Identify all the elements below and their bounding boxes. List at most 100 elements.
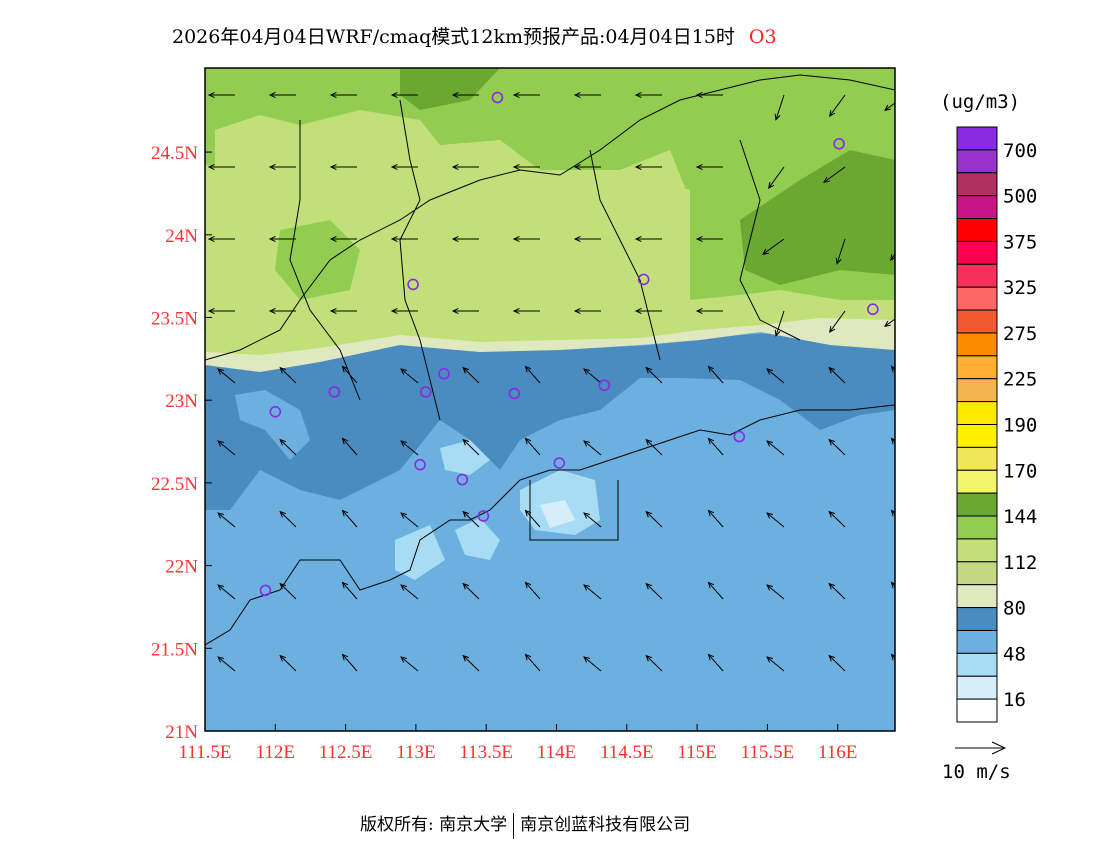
wind-arrow-head [890, 581, 895, 589]
wind-arrow [890, 253, 895, 261]
wind-arrow-shaft [823, 166, 846, 183]
colorbar-segment [956, 515, 998, 540]
wind-arrow [835, 238, 846, 265]
wind-arrow [774, 94, 785, 121]
wind-arrow-head [645, 510, 653, 518]
wind-arrow-head [695, 307, 703, 315]
wind-arrow-shaft [891, 510, 895, 516]
colorbar-segment [956, 492, 998, 517]
colorbar-segment [956, 218, 998, 242]
wind-arrow [766, 656, 785, 672]
x-tick-label: 112E [256, 742, 295, 763]
border [589, 149, 661, 361]
colorbar-segment [956, 286, 998, 311]
colorbar-label: 375 [1003, 231, 1037, 253]
wind-arrow-head [217, 440, 224, 447]
colorbar-label: 275 [1003, 323, 1037, 345]
wind-arrow [217, 512, 236, 528]
wind-arrow-shaft [279, 655, 297, 672]
wind-arrow-head [890, 254, 895, 261]
wind-arrow-head [823, 176, 830, 183]
wind-arrow [390, 91, 418, 99]
title-text: 2026年04月04日WRF/cmaq模式12km预报产品:04月04日15时 [172, 26, 735, 48]
wind-arrow-head [341, 653, 349, 661]
station-marker [553, 457, 566, 469]
wind-arrow-shaft [583, 584, 602, 600]
station-marker [269, 405, 282, 418]
wind-arrow-head [390, 91, 398, 99]
x-tick-label: 114E [537, 742, 576, 763]
wind-arrow [829, 310, 846, 333]
wind-arrow [451, 235, 479, 243]
wind-arrow-shaft [342, 510, 358, 528]
x-tick-label: 115.5E [741, 742, 795, 763]
colorbar-label: 700 [1003, 140, 1037, 162]
wind-arrow [400, 584, 419, 600]
wind-arrow [766, 512, 785, 528]
wind-arrow-head [707, 365, 715, 373]
band-32-48-d [395, 525, 445, 580]
wind-arrow-head [766, 368, 773, 375]
wind-arrow-shaft [342, 654, 358, 672]
wind-arrow-head [829, 110, 836, 117]
x-tick-label: 111.5E [179, 742, 232, 763]
wind-arrow [462, 438, 480, 456]
wind-arrow-shaft [884, 102, 895, 111]
y-axis: 21N 21.5N 22N 22.5N 23N 23.5N 24N 24.5N [151, 143, 212, 743]
wind-arrow [884, 318, 895, 327]
wind-arrow-shaft [645, 439, 663, 456]
y-tick-label: 24.5N [151, 143, 198, 164]
wind-arrow-shaft [645, 367, 663, 384]
wind-arrow-shaft [525, 438, 541, 456]
wind-arrow-head [217, 512, 224, 519]
station-marker [508, 387, 521, 400]
wind-arrow-head [207, 235, 215, 243]
wind-arrow-shaft [400, 584, 419, 600]
wind-arrow [828, 366, 846, 384]
wind-arrow-head [707, 581, 715, 589]
colorbar-segment [956, 126, 998, 151]
wind-arrow-head [268, 91, 276, 99]
colorbar-label: 325 [1003, 277, 1037, 299]
wind-arrow [451, 91, 479, 99]
wind-arrow-shaft [583, 512, 602, 528]
wind-arrow [462, 582, 480, 600]
wind-arrow-head [279, 366, 287, 374]
y-tick-label: 21.5N [151, 639, 198, 660]
wind-arrow-head [828, 438, 836, 446]
station-marker [414, 458, 426, 471]
wind-arrow [279, 654, 297, 672]
wind-arrow-shaft [400, 440, 419, 456]
wind-arrow [634, 235, 662, 243]
band-16-32 [540, 500, 575, 528]
wind-arrow-shaft [828, 439, 846, 456]
wind-arrow [634, 91, 662, 99]
wind-arrow [762, 238, 785, 255]
wind-arrow-shaft [342, 366, 358, 384]
wind-arrow-head [524, 653, 532, 661]
wind-arrow [279, 366, 297, 384]
wind-arrow [524, 437, 541, 456]
wind-arrow [828, 654, 846, 672]
x-tick-label: 115E [677, 742, 716, 763]
wind-arrow [890, 437, 895, 445]
copyright-footer: 版权所有: 南京大学 南京创蓝科技有限公司 [360, 810, 690, 839]
wind-arrow [645, 438, 663, 456]
wind-arrow-head [462, 654, 470, 662]
wind-arrow-head [634, 163, 642, 171]
wind-arrow-head [707, 509, 715, 517]
wind-arrow-head [279, 510, 287, 518]
wind-arrow-head [451, 163, 459, 171]
wind-arrow-head [207, 307, 215, 315]
colorbar-label: 190 [1003, 415, 1037, 437]
wind-arrow-head [390, 163, 398, 171]
wind-arrow-head [890, 509, 895, 517]
wind-arrow-head [645, 582, 653, 590]
wind-arrow-head [890, 653, 895, 661]
wind-arrow [217, 440, 236, 456]
wind-arrow-shaft [645, 511, 663, 528]
wind-arrow-head [828, 366, 836, 374]
wind-arrow-shaft [583, 656, 602, 672]
wind-arrow-head [400, 584, 407, 591]
